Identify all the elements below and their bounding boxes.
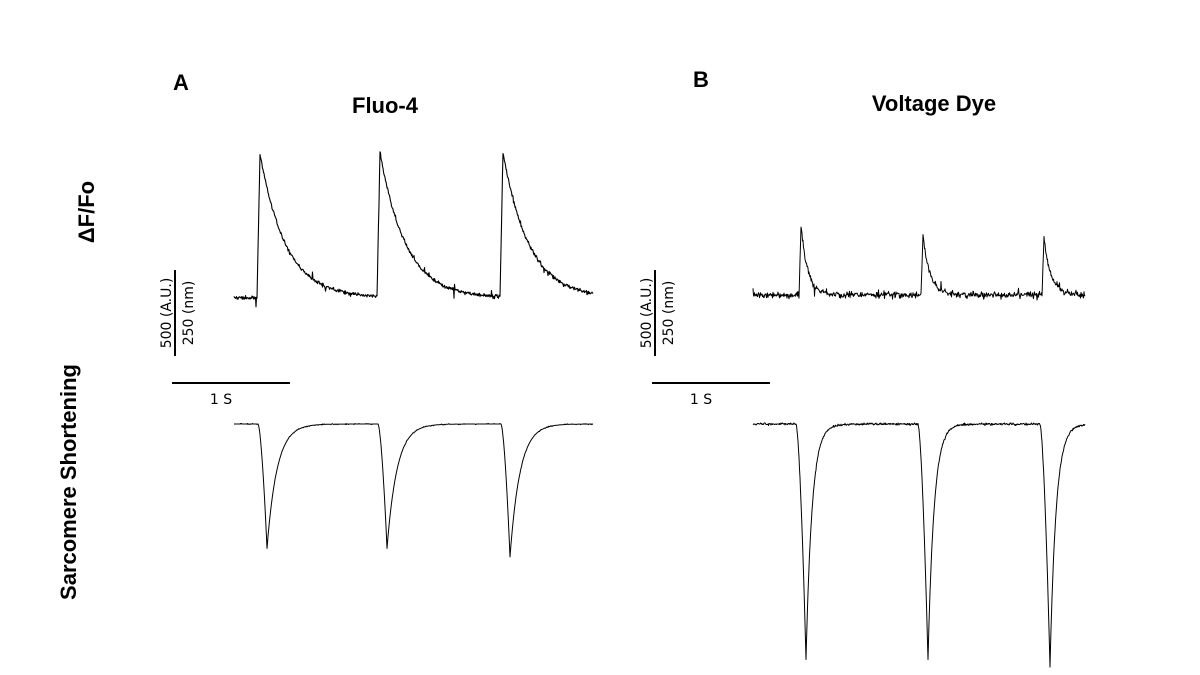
- scale-bar-a: 500 (A.U.) 250 (nm) 1 S: [159, 270, 290, 408]
- trace-b-sarcomere-shortening: [752, 422, 1086, 668]
- scale-bar-a-fluorescence-label: 500 (A.U.): [159, 278, 175, 349]
- scale-bar-b-length-label: 250 (nm): [661, 281, 677, 346]
- panel-title-b: Voltage Dye: [872, 91, 996, 116]
- scale-bar-b-time-label: 1 S: [690, 392, 712, 408]
- scale-bar-b-fluorescence-label: 500 (A.U.): [639, 278, 655, 349]
- row-label-fluorescence: ΔF/Fo: [74, 181, 99, 243]
- panel-letter-a: A: [173, 70, 189, 95]
- traces-panel-b: [752, 226, 1086, 668]
- scale-bar-a-length-label: 250 (nm): [181, 281, 197, 346]
- trace-b-fluorescence: [752, 226, 1086, 301]
- panel-a: A Fluo-4 500 (A.U.) 250 (nm) 1 S: [159, 70, 594, 558]
- row-label-sarcomere-shortening: Sarcomere Shortening: [56, 364, 81, 600]
- panel-title-a: Fluo-4: [352, 93, 419, 118]
- scale-bar-a-time-label: 1 S: [210, 392, 232, 408]
- scale-bar-b: 500 (A.U.) 250 (nm) 1 S: [639, 270, 770, 408]
- traces-panel-a: [233, 151, 594, 558]
- trace-a-fluorescence: [233, 151, 594, 308]
- panel-letter-b: B: [693, 67, 709, 92]
- trace-a-sarcomere-shortening: [234, 423, 593, 558]
- panel-b: B Voltage Dye 500 (A.U.) 250 (nm) 1 S: [639, 67, 1086, 668]
